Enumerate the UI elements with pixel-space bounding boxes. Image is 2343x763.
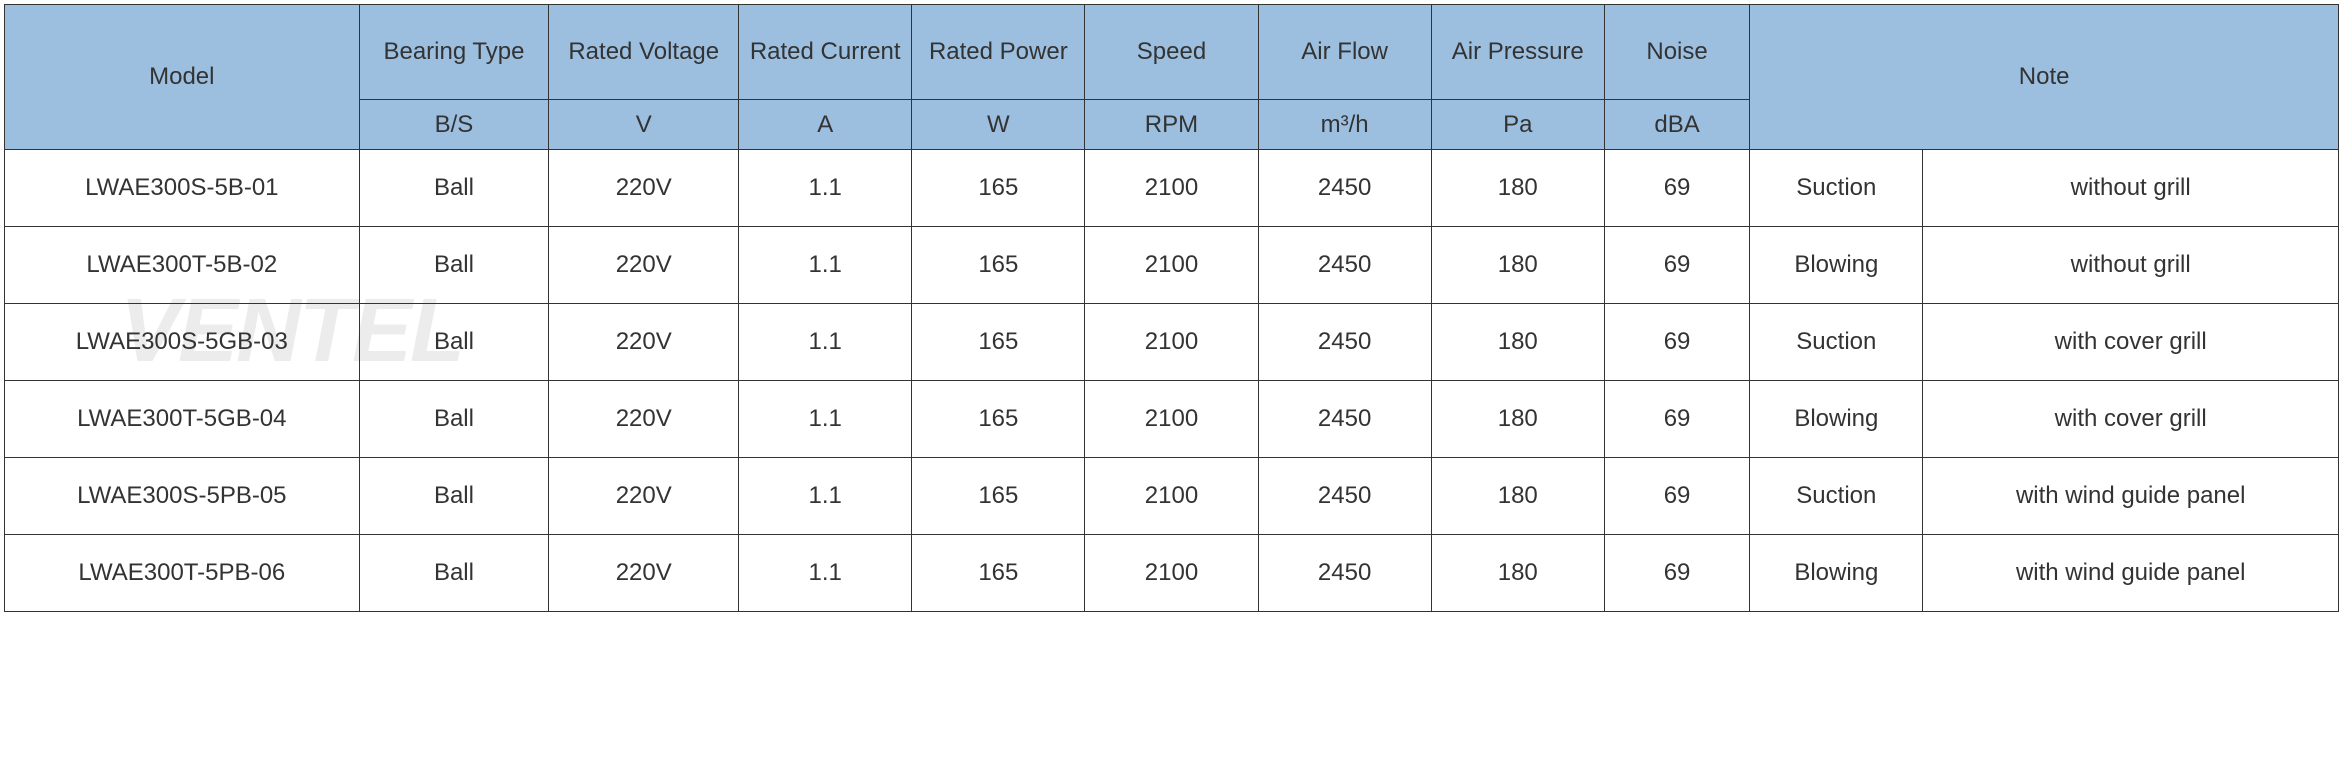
cell-pressure: 180 [1431,227,1604,304]
table-row: LWAE300T-5PB-06 Ball 220V 1.1 165 2100 2… [5,535,2339,612]
cell-model: LWAE300T-5PB-06 [5,535,360,612]
cell-model: LWAE300T-5GB-04 [5,381,360,458]
table-body: LWAE300S-5B-01 Ball 220V 1.1 165 2100 24… [5,150,2339,612]
unit-rated-power: W [912,100,1085,150]
cell-airflow: 2450 [1258,381,1431,458]
cell-bearing: Ball [359,381,549,458]
cell-power: 165 [912,150,1085,227]
unit-rated-current: A [739,100,912,150]
cell-speed: 2100 [1085,458,1258,535]
cell-model: LWAE300T-5B-02 [5,227,360,304]
cell-airflow: 2450 [1258,227,1431,304]
table-row: LWAE300T-5B-02 Ball 220V 1.1 165 2100 24… [5,227,2339,304]
cell-model: LWAE300S-5GB-03 [5,304,360,381]
cell-voltage: 220V [549,150,739,227]
header-rated-voltage: Rated Voltage [549,5,739,100]
unit-rated-voltage: V [549,100,739,150]
table-row: LWAE300S-5GB-03 Ball 220V 1.1 165 2100 2… [5,304,2339,381]
unit-speed: RPM [1085,100,1258,150]
table-row: LWAE300S-5PB-05 Ball 220V 1.1 165 2100 2… [5,458,2339,535]
cell-voltage: 220V [549,304,739,381]
cell-speed: 2100 [1085,150,1258,227]
specifications-table: Model Bearing Type Rated Voltage Rated C… [4,4,2339,612]
header-speed: Speed [1085,5,1258,100]
unit-bearing-type: B/S [359,100,549,150]
cell-speed: 2100 [1085,304,1258,381]
cell-current: 1.1 [739,304,912,381]
cell-power: 165 [912,381,1085,458]
cell-bearing: Ball [359,458,549,535]
header-row-labels: Model Bearing Type Rated Voltage Rated C… [5,5,2339,100]
cell-note2: without grill [1923,227,2339,304]
cell-note1: Blowing [1750,227,1923,304]
cell-pressure: 180 [1431,535,1604,612]
cell-voltage: 220V [549,458,739,535]
cell-note1: Suction [1750,304,1923,381]
cell-speed: 2100 [1085,227,1258,304]
cell-pressure: 180 [1431,458,1604,535]
cell-pressure: 180 [1431,381,1604,458]
cell-pressure: 180 [1431,304,1604,381]
cell-note2: with cover grill [1923,304,2339,381]
cell-noise: 69 [1604,304,1749,381]
cell-pressure: 180 [1431,150,1604,227]
header-bearing-type: Bearing Type [359,5,549,100]
table-row: LWAE300T-5GB-04 Ball 220V 1.1 165 2100 2… [5,381,2339,458]
unit-air-pressure: Pa [1431,100,1604,150]
cell-bearing: Ball [359,304,549,381]
cell-airflow: 2450 [1258,458,1431,535]
header-air-flow: Air Flow [1258,5,1431,100]
header-rated-current: Rated Current [739,5,912,100]
cell-power: 165 [912,458,1085,535]
cell-note1: Suction [1750,458,1923,535]
cell-model: LWAE300S-5B-01 [5,150,360,227]
cell-voltage: 220V [549,227,739,304]
cell-voltage: 220V [549,381,739,458]
cell-note2: without grill [1923,150,2339,227]
table-row: LWAE300S-5B-01 Ball 220V 1.1 165 2100 24… [5,150,2339,227]
header-air-pressure: Air Pressure [1431,5,1604,100]
cell-airflow: 2450 [1258,535,1431,612]
cell-noise: 69 [1604,227,1749,304]
cell-bearing: Ball [359,227,549,304]
cell-noise: 69 [1604,150,1749,227]
cell-noise: 69 [1604,381,1749,458]
cell-note1: Blowing [1750,535,1923,612]
cell-voltage: 220V [549,535,739,612]
cell-note2: with wind guide panel [1923,535,2339,612]
cell-model: LWAE300S-5PB-05 [5,458,360,535]
header-note: Note [1750,5,2339,150]
cell-speed: 2100 [1085,535,1258,612]
cell-bearing: Ball [359,535,549,612]
cell-note1: Blowing [1750,381,1923,458]
cell-note2: with cover grill [1923,381,2339,458]
cell-current: 1.1 [739,150,912,227]
header-rated-power: Rated Power [912,5,1085,100]
cell-note1: Suction [1750,150,1923,227]
header-noise: Noise [1604,5,1749,100]
cell-current: 1.1 [739,381,912,458]
cell-bearing: Ball [359,150,549,227]
cell-current: 1.1 [739,535,912,612]
cell-current: 1.1 [739,227,912,304]
cell-airflow: 2450 [1258,150,1431,227]
unit-air-flow: m³/h [1258,100,1431,150]
header-model: Model [5,5,360,150]
unit-noise: dBA [1604,100,1749,150]
cell-power: 165 [912,304,1085,381]
cell-current: 1.1 [739,458,912,535]
cell-note2: with wind guide panel [1923,458,2339,535]
cell-speed: 2100 [1085,381,1258,458]
cell-power: 165 [912,227,1085,304]
cell-noise: 69 [1604,535,1749,612]
cell-noise: 69 [1604,458,1749,535]
cell-airflow: 2450 [1258,304,1431,381]
cell-power: 165 [912,535,1085,612]
